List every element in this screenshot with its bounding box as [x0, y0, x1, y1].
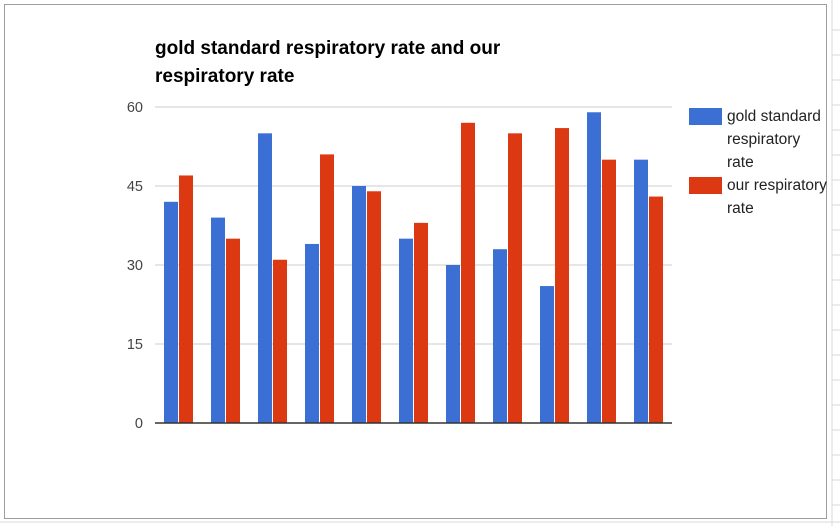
bar-our-rate	[226, 238, 240, 423]
bar-gold-standard	[587, 112, 601, 424]
chart-plot: 0 15 30 45 60	[127, 100, 672, 432]
y-tick-label: 15	[127, 337, 143, 353]
bar-our-rate	[367, 191, 381, 423]
chart-title: gold standard respiratory rate and our r…	[155, 38, 501, 87]
bar-our-rate	[649, 196, 663, 423]
bar-gold-standard	[352, 186, 366, 423]
bar-our-rate	[273, 259, 287, 423]
bar-gold-standard	[446, 265, 460, 423]
legend-label-our-rate: our respiratory rate	[727, 177, 827, 217]
bar-our-rate	[602, 159, 616, 423]
bar-our-rate	[508, 133, 522, 424]
bar-gold-standard	[258, 133, 272, 424]
bar-gold-standard	[164, 201, 178, 423]
bar-gold-standard	[634, 159, 648, 423]
bar-gold-standard	[399, 238, 413, 423]
chart-legend: gold standard respiratory rate our respi…	[689, 105, 829, 220]
legend-swatch-gold-standard	[689, 108, 722, 125]
bar-our-rate	[461, 122, 475, 424]
bar-our-rate	[414, 222, 428, 423]
bar-our-rate	[320, 154, 334, 423]
legend-swatch-our-rate	[689, 177, 722, 194]
bar-gold-standard	[540, 286, 554, 423]
bar-gold-standard	[493, 249, 507, 423]
legend-item-our-rate[interactable]: our respiratory rate	[689, 174, 829, 220]
chart-container[interactable]: gold standard respiratory rate and our r…	[4, 4, 827, 519]
legend-item-gold-standard[interactable]: gold standard respiratory rate	[689, 105, 829, 174]
y-tick-label: 60	[127, 100, 143, 116]
y-tick-label: 30	[127, 258, 143, 274]
bar-our-rate	[555, 128, 569, 424]
bar-our-rate	[179, 175, 193, 423]
legend-label-gold-standard: gold standard respiratory rate	[727, 108, 821, 171]
y-tick-label: 45	[127, 179, 143, 195]
bar-gold-standard	[305, 243, 319, 423]
y-tick-label: 0	[135, 416, 143, 432]
bar-gold-standard	[211, 217, 225, 423]
